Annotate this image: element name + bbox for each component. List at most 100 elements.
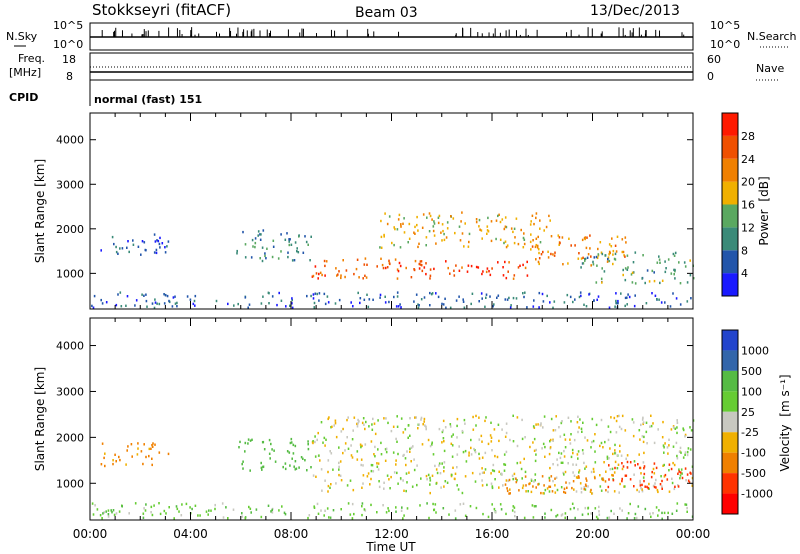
velocity-data-cell <box>438 464 440 467</box>
velocity-data-cell <box>523 457 525 461</box>
velocity-data-cell <box>94 504 96 507</box>
power-data-cell <box>624 236 627 239</box>
velocity-data-cell <box>370 503 372 507</box>
velocity-data-cell <box>151 457 153 460</box>
power-data-cell <box>612 253 614 256</box>
velocity-data-cell <box>313 505 315 508</box>
velocity-data-cell <box>486 483 488 487</box>
velocity-data-cell <box>533 449 536 452</box>
velocity-data-cell <box>643 435 645 439</box>
velocity-data-cell <box>475 424 477 427</box>
velocity-data-cell <box>649 425 651 428</box>
velocity-data-cell <box>449 423 452 426</box>
velocity-data-cell <box>615 419 618 423</box>
power-data-cell <box>244 296 247 299</box>
velocity-data-cell <box>652 512 654 515</box>
velocity-data-cell <box>244 517 247 520</box>
velocity-data-cell <box>260 461 262 465</box>
power-data-cell <box>547 250 549 253</box>
power-data-cell <box>325 260 328 263</box>
velocity-data-cell <box>288 451 291 454</box>
velocity-data-cell <box>376 462 378 465</box>
power-data-cell <box>293 259 296 262</box>
power-data-cell <box>272 239 275 242</box>
cpid-label: CPID <box>9 91 38 104</box>
power-data-cell <box>542 250 544 254</box>
power-data-cell <box>670 272 673 275</box>
velocity-data-cell <box>420 477 422 480</box>
velocity-data-cell <box>400 417 403 420</box>
velocity-data-cell <box>563 490 565 494</box>
power-data-cell <box>487 216 489 220</box>
power-data-cell <box>449 306 452 309</box>
power-data-cell <box>596 256 599 260</box>
power-data-cell <box>276 303 278 307</box>
power-data-cell <box>507 270 509 273</box>
velocity-data-cell <box>181 503 183 506</box>
power-data-cell <box>397 305 400 308</box>
velocity-data-cell <box>330 483 332 486</box>
velocity-data-cell <box>560 421 563 425</box>
freq-right-tick-bottom: 0 <box>707 70 714 83</box>
power-data-cell <box>291 306 294 309</box>
velocity-data-cell <box>684 451 687 454</box>
power-data-cell <box>414 232 416 235</box>
velocity-data-cell <box>331 425 333 428</box>
velocity-data-cell <box>118 510 121 513</box>
velocity-data-cell <box>436 471 439 475</box>
velocity-data-cell <box>663 511 666 515</box>
power-data-cell <box>524 291 526 294</box>
velocity-data-cell <box>592 439 595 443</box>
velocity-data-cell <box>671 481 674 485</box>
velocity-data-cell <box>620 427 623 431</box>
velocity-data-cell <box>406 450 408 453</box>
power-data-cell <box>480 229 483 232</box>
velocity-data-cell <box>410 446 413 449</box>
power-data-cell <box>288 238 290 241</box>
power-data-cell <box>588 293 590 296</box>
velocity-data-cell <box>544 488 547 492</box>
power-data-cell <box>577 257 580 260</box>
power-data-cell <box>445 306 447 309</box>
velocity-data-cell <box>572 471 574 474</box>
velocity-data-cell <box>599 485 602 488</box>
velocity-data-cell <box>377 419 379 422</box>
velocity-data-cell <box>411 485 414 488</box>
power-data-cell <box>236 249 238 253</box>
velocity-data-cell <box>560 514 563 517</box>
velocity-data-cell <box>317 431 319 435</box>
velocity-data-cell <box>105 510 107 513</box>
power-data-cell <box>578 295 581 299</box>
power-data-cell <box>624 296 627 300</box>
power-data-cell <box>514 236 516 239</box>
velocity-data-cell <box>152 442 154 445</box>
velocity-data-cell <box>666 478 669 481</box>
velocity-data-cell <box>523 516 526 520</box>
power-data-cell <box>477 266 480 269</box>
velocity-data-cell <box>260 515 263 519</box>
velocity-data-cell <box>674 485 676 488</box>
velocity-data-cell <box>681 472 683 475</box>
velocity-data-cell <box>492 463 495 467</box>
power-data-cell <box>288 243 291 247</box>
power-data-cell <box>163 302 166 305</box>
velocity-data-cell <box>419 504 421 507</box>
power-data-cell <box>410 276 413 279</box>
velocity-data-cell <box>638 429 641 432</box>
power-data-cell <box>386 266 389 269</box>
velocity-data-cell <box>564 470 567 474</box>
velocity-data-cell <box>327 417 329 421</box>
velocity-data-cell <box>428 516 430 520</box>
velocity-data-cell <box>645 421 648 424</box>
power-data-cell <box>653 279 656 283</box>
velocity-data-cell <box>444 426 447 429</box>
velocity-data-cell <box>406 481 408 484</box>
velocity-data-cell <box>144 509 147 512</box>
velocity-data-cell <box>686 453 689 457</box>
velocity-data-cell <box>609 447 611 450</box>
velocity-data-cell <box>457 488 460 491</box>
velocity-data-cell <box>636 488 638 492</box>
velocity-data-cell <box>604 480 607 483</box>
velocity-data-cell <box>210 509 212 512</box>
power-data-cell <box>634 282 637 285</box>
